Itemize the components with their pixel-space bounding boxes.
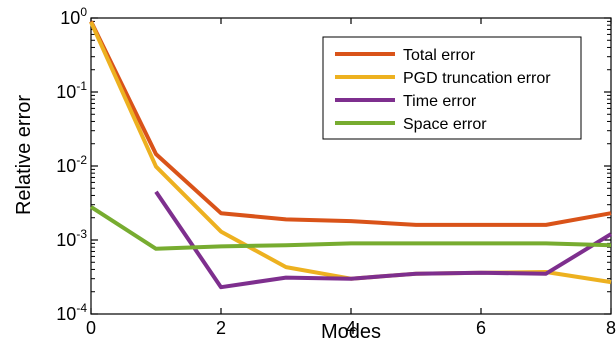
x-tick-label: 4 bbox=[346, 318, 356, 338]
series-lines bbox=[89, 20, 613, 290]
legend-label: PGD truncation error bbox=[403, 70, 551, 87]
legend-label: Space error bbox=[403, 116, 487, 133]
x-tick-label: 8 bbox=[606, 318, 616, 338]
series-line-1 bbox=[89, 20, 612, 227]
x-tick-label: 6 bbox=[476, 318, 486, 338]
legend-label: Total error bbox=[403, 47, 476, 64]
y-tick-label: 100 bbox=[60, 5, 87, 28]
y-tick-label: 10-4 bbox=[56, 301, 87, 324]
series-line-4 bbox=[89, 205, 612, 251]
legend: Total error PGD truncation error Time erro… bbox=[322, 36, 582, 140]
axes: 0 2 4 6 8 100 10-1 10-2 10-3 10-4 bbox=[56, 5, 616, 338]
x-tick-label: 0 bbox=[86, 318, 96, 338]
legend-label: Time error bbox=[403, 93, 477, 110]
y-tick-label: 10-3 bbox=[56, 227, 87, 250]
y-tick-label: 10-2 bbox=[56, 153, 87, 176]
y-tick-label: 10-1 bbox=[56, 79, 87, 102]
x-tick-label: 2 bbox=[216, 318, 226, 338]
series-line-3 bbox=[154, 190, 613, 290]
y-axis-label: Relative error bbox=[13, 95, 35, 215]
x-axis-label: Modes bbox=[321, 321, 381, 343]
